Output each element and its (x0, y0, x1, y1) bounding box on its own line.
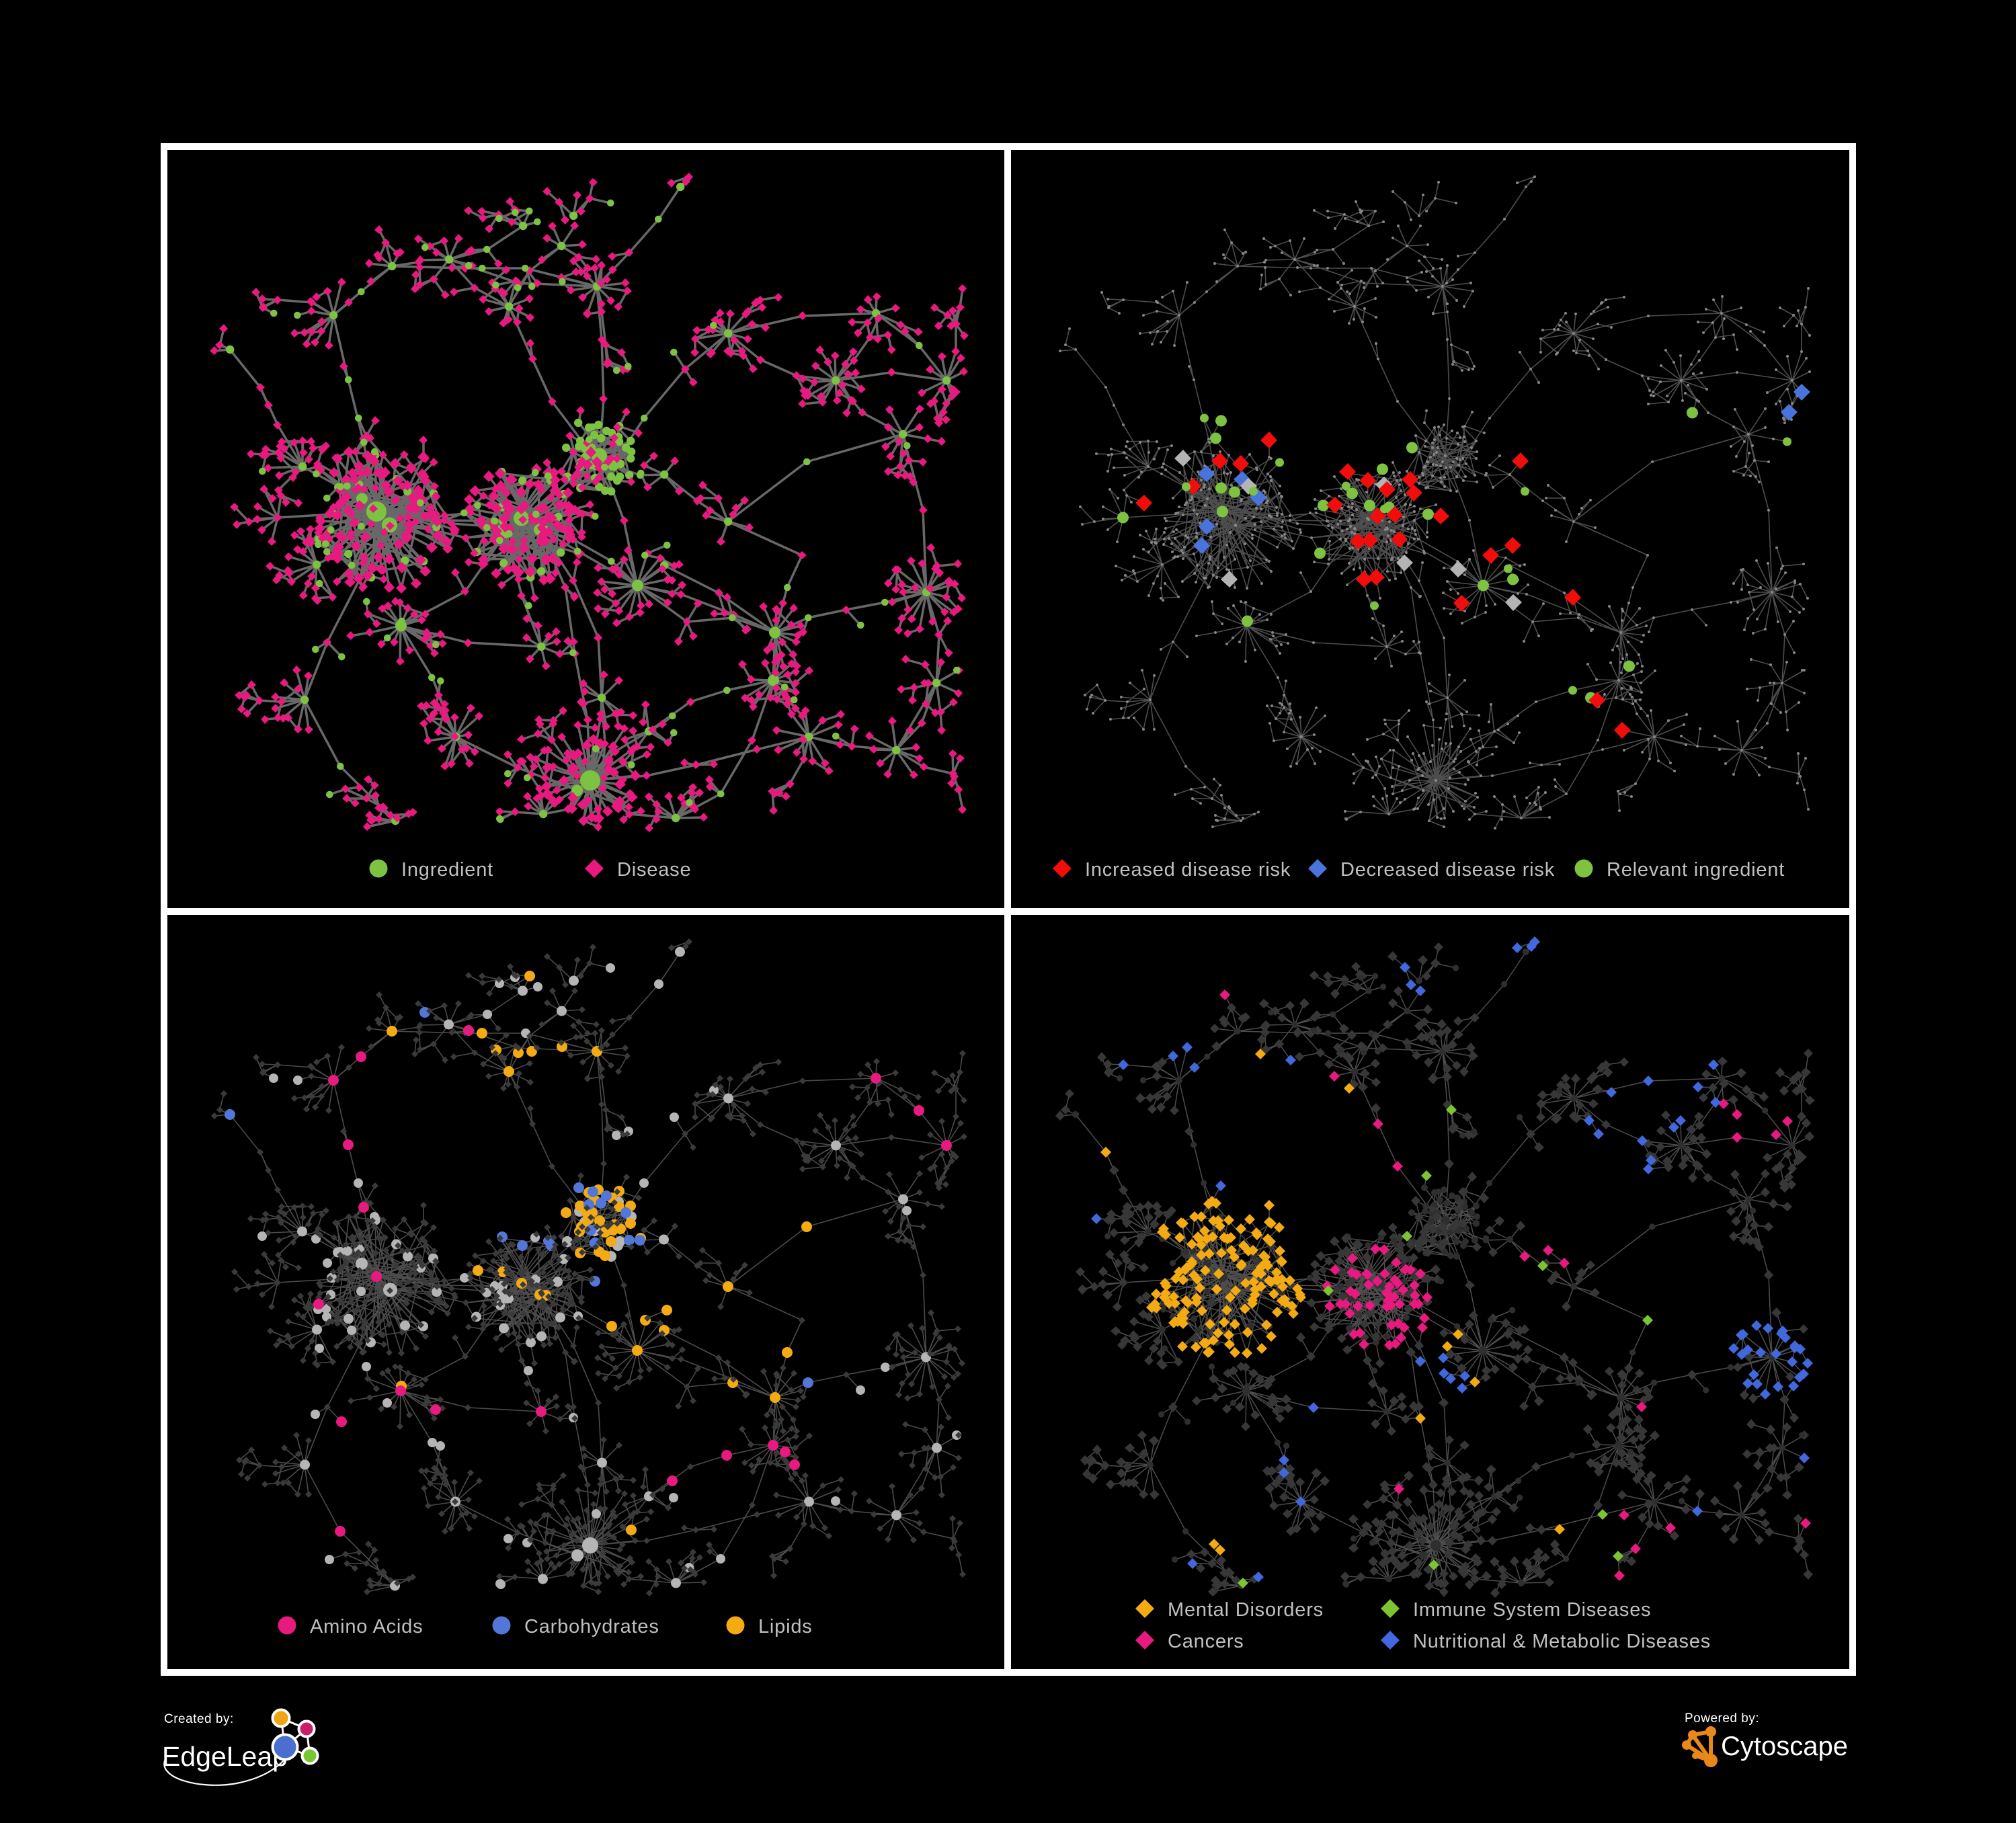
svg-text:Immune System Diseases: Immune System Diseases (1413, 1599, 1651, 1621)
svg-text:Cytoscape: Cytoscape (1721, 1732, 1848, 1761)
svg-text:Powered by:: Powered by: (1685, 1711, 1759, 1726)
svg-text:Cancers: Cancers (1168, 1631, 1244, 1652)
svg-text:Nutritional & Metabolic Diseas: Nutritional & Metabolic Diseases (1413, 1631, 1711, 1652)
svg-text:Amino Acids: Amino Acids (310, 1616, 423, 1637)
svg-text:Increased disease risk: Increased disease risk (1085, 859, 1291, 881)
svg-text:Disease: Disease (617, 859, 691, 881)
svg-text:Carbohydrates: Carbohydrates (524, 1616, 659, 1637)
svg-text:Created by:: Created by: (164, 1712, 234, 1726)
svg-text:Mental Disorders: Mental Disorders (1168, 1599, 1324, 1621)
svg-text:Relevant ingredient: Relevant ingredient (1607, 859, 1785, 881)
svg-text:Ingredient: Ingredient (401, 859, 493, 881)
svg-text:EdgeLeap: EdgeLeap (162, 1741, 288, 1772)
svg-text:Decreased disease risk: Decreased disease risk (1340, 859, 1555, 881)
svg-text:Lipids: Lipids (758, 1616, 813, 1637)
